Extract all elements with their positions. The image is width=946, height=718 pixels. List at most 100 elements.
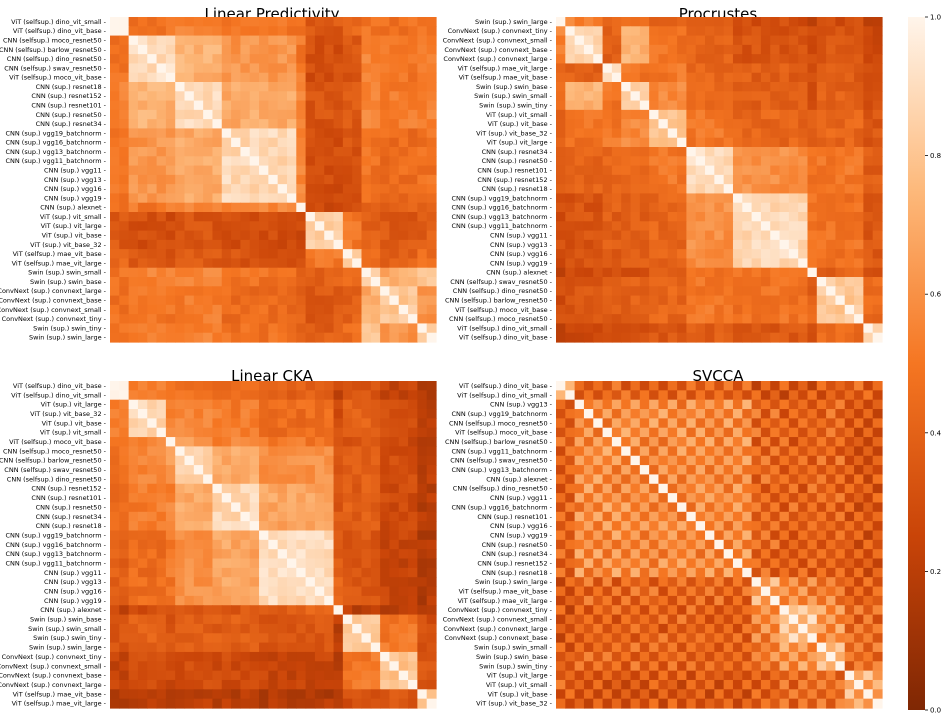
heatmap-cell [268, 493, 279, 504]
heatmap-cell [658, 409, 669, 419]
heatmap-cell [361, 661, 372, 672]
heatmap-cell [221, 689, 232, 700]
heatmap-cell [630, 249, 641, 260]
heatmap-cell [314, 184, 325, 195]
heatmap-cell [426, 193, 437, 204]
heatmap-cell [788, 54, 799, 65]
heatmap-cell [417, 558, 428, 569]
heatmap-cell [352, 390, 363, 401]
heatmap-cell [556, 82, 566, 92]
heatmap-cell [119, 147, 130, 157]
heatmap-cell [259, 586, 269, 597]
heatmap-cell [165, 437, 176, 447]
heatmap-cell [732, 689, 743, 700]
heatmap-cell [677, 679, 687, 690]
panel-title: Linear CKA [231, 367, 313, 385]
heatmap-cell [723, 165, 734, 176]
heatmap-cell [361, 82, 372, 92]
heatmap-cell [630, 35, 641, 46]
heatmap-cell [342, 332, 353, 343]
heatmap-cell [742, 147, 753, 157]
heatmap-cell [249, 605, 260, 616]
heatmap-cell [147, 304, 158, 315]
heatmap-cell [639, 63, 650, 74]
heatmap-cell [426, 314, 437, 325]
heatmap-cell [686, 193, 697, 204]
heatmap-cell [872, 295, 883, 306]
heatmap-cell [175, 165, 186, 176]
heatmap-cell [221, 137, 232, 148]
heatmap-cell [602, 137, 613, 148]
heatmap-cell [417, 26, 428, 37]
heatmap-cell [611, 44, 622, 55]
heatmap-cell [872, 474, 883, 485]
heatmap-cell [417, 427, 428, 438]
heatmap-cell [723, 539, 734, 550]
heatmap-cell [593, 455, 604, 466]
heatmap-cell [751, 165, 762, 176]
heatmap-cell [212, 558, 223, 569]
heatmap-cell [361, 446, 372, 457]
heatmap-cell [770, 100, 781, 111]
heatmap-cell [854, 679, 864, 690]
heatmap-cell [639, 202, 650, 213]
heatmap-cell [816, 212, 827, 222]
heatmap-cell [611, 521, 622, 532]
heatmap-cell [333, 521, 344, 532]
heatmap-cell [649, 72, 660, 83]
heatmap-cell [342, 304, 353, 315]
heatmap-cell [677, 689, 687, 700]
heatmap-cell [649, 314, 660, 325]
heatmap-cell [826, 286, 837, 297]
heatmap-cell [751, 623, 762, 634]
heatmap-cell [212, 689, 223, 700]
heatmap-cell [137, 35, 148, 46]
heatmap-cell [398, 530, 409, 541]
heatmap-cell [277, 605, 288, 616]
heatmap-cell [770, 165, 781, 176]
heatmap-cell [314, 409, 325, 419]
heatmap-cell [863, 455, 874, 466]
heatmap-cell [203, 437, 214, 447]
heatmap-cell [649, 295, 660, 306]
heatmap-cell [658, 577, 669, 588]
heatmap-cell [333, 174, 344, 185]
heatmap-cell [732, 381, 743, 391]
heatmap-cell [342, 586, 353, 597]
heatmap-cell [565, 230, 576, 241]
heatmap-cell [574, 100, 585, 111]
heatmap-cell [621, 502, 632, 513]
heatmap-cell [630, 174, 641, 185]
heatmap-cell [203, 128, 214, 139]
heatmap-cell [231, 295, 241, 306]
heatmap-cell [342, 595, 353, 606]
heatmap-cell [398, 249, 409, 260]
heatmap-cell [611, 689, 622, 700]
heatmap-cell [296, 577, 307, 588]
heatmap-cell [556, 567, 566, 578]
heatmap-cell [602, 26, 613, 37]
heatmap-cell [583, 390, 594, 401]
heatmap-cell [677, 174, 687, 185]
heatmap-cell [667, 689, 678, 700]
heatmap-cell [788, 614, 799, 625]
heatmap-cell [807, 304, 818, 315]
heatmap-cell [417, 633, 428, 644]
heatmap-cell [611, 137, 622, 148]
heatmap-cell [156, 651, 167, 662]
heatmap-cell [779, 286, 790, 297]
heatmap-cell [658, 304, 669, 315]
heatmap-cell [751, 661, 762, 672]
heatmap-cell [583, 670, 594, 681]
heatmap-cell [333, 304, 344, 315]
heatmap-cell [268, 502, 279, 513]
heatmap-cell [779, 212, 790, 222]
heatmap-cell [788, 670, 799, 681]
heatmap-cell [816, 221, 827, 232]
heatmap-cell [639, 230, 650, 241]
heatmap-cell [751, 455, 762, 466]
heatmap-cell [305, 549, 316, 560]
heatmap-cell [686, 689, 697, 700]
heatmap-cell [193, 109, 204, 120]
heatmap-cell [714, 558, 725, 569]
